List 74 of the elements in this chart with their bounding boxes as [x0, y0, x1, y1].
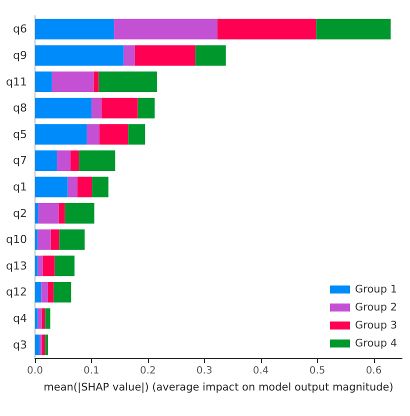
bar	[35, 256, 38, 276]
y-tick-label: q3	[13, 338, 27, 352]
x-tick-label: 0.2	[140, 366, 156, 376]
y-tick-label: q7	[13, 154, 27, 168]
bar	[38, 203, 59, 224]
y-tick-label: q9	[13, 48, 27, 62]
bar	[79, 150, 116, 171]
bar	[98, 72, 157, 92]
bar	[92, 176, 108, 198]
bar	[35, 150, 58, 171]
bar	[50, 229, 60, 250]
bar	[99, 124, 128, 145]
bar	[42, 256, 55, 276]
bar	[195, 45, 226, 66]
bar	[54, 282, 72, 302]
bar	[38, 256, 43, 276]
x-axis-title: mean(|SHAP value|) (average impact on model output magnitude)	[44, 382, 394, 394]
bar	[35, 98, 92, 118]
bar	[58, 203, 65, 224]
bar	[35, 308, 38, 329]
bar	[45, 308, 50, 329]
bar	[35, 124, 87, 145]
bar	[35, 282, 42, 302]
bar	[91, 98, 102, 118]
bar	[48, 282, 54, 302]
bar	[38, 229, 51, 250]
bar	[54, 256, 75, 276]
x-tick-label: 0.1	[84, 366, 100, 376]
bar	[59, 229, 85, 250]
y-tick-label: q13	[6, 259, 27, 272]
bar	[57, 150, 71, 171]
legend-label: Group 1	[355, 284, 398, 296]
bar	[35, 229, 38, 250]
y-tick-label: q12	[6, 286, 27, 299]
bar	[41, 282, 48, 302]
bar	[134, 45, 196, 66]
bar	[102, 98, 138, 118]
bar	[70, 150, 80, 171]
bar	[68, 176, 78, 198]
bar	[35, 176, 68, 198]
bar	[138, 98, 155, 118]
x-tick-label: 0.5	[309, 366, 326, 376]
legend-label: Group 2	[355, 302, 398, 314]
y-tick-label: q6	[13, 22, 27, 36]
y-tick-label: q2	[13, 206, 27, 220]
bar	[114, 18, 218, 40]
bar	[316, 18, 391, 40]
y-tick-label: q8	[13, 102, 27, 115]
y-tick-label: q4	[13, 312, 27, 326]
bar	[64, 203, 94, 224]
bar	[35, 334, 40, 356]
y-tick-label: q10	[6, 233, 27, 246]
bar	[217, 18, 316, 40]
bar	[124, 45, 135, 66]
bar	[94, 72, 99, 92]
bar	[128, 124, 146, 145]
bar	[52, 72, 94, 92]
bar	[35, 203, 38, 224]
y-tick-label: q1	[13, 180, 27, 194]
bar	[35, 72, 52, 92]
legend-label: Group 3	[355, 320, 398, 332]
x-tick-label: 0.3	[196, 366, 212, 376]
bar	[35, 18, 114, 40]
bar	[45, 334, 48, 356]
x-tick-label: 0.6	[366, 366, 382, 376]
y-tick-label: q11	[6, 75, 27, 88]
y-tick-label: q5	[13, 128, 27, 141]
legend-label: Group 4	[355, 338, 398, 350]
bar	[77, 176, 92, 198]
x-tick-label: 0.0	[27, 366, 43, 376]
x-tick-label: 0.4	[252, 366, 269, 376]
bar	[38, 308, 42, 329]
bar	[35, 45, 124, 66]
bar	[86, 124, 100, 145]
